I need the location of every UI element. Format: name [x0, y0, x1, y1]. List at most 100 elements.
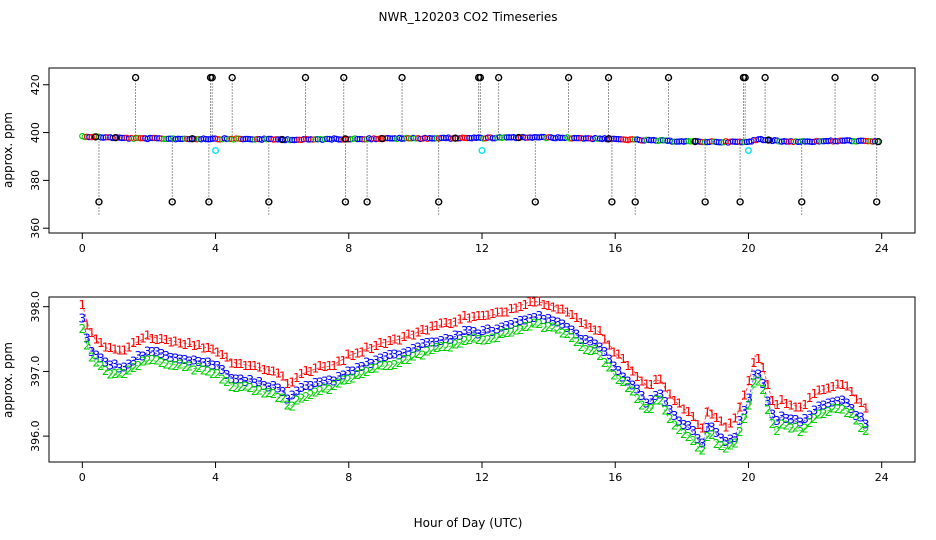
series-marker-1: 1: [582, 317, 590, 331]
series-marker-3: 3: [783, 412, 791, 426]
series-marker-1: 1: [731, 412, 739, 426]
series-marker-2: 2: [503, 326, 511, 340]
series-marker-1: 1: [601, 332, 609, 346]
series-marker-3: 3: [125, 358, 133, 372]
series-marker-2: 2: [587, 344, 595, 358]
series-marker-3: 3: [438, 334, 446, 348]
series-marker-1: 1: [209, 342, 217, 356]
series-marker-3: 3: [298, 381, 306, 395]
top-x-tick-label: 16: [608, 242, 622, 255]
series-marker-1: 1: [97, 336, 105, 350]
series-marker-2: 2: [722, 441, 730, 455]
x-axis-title: Hour of Day (UTC): [414, 516, 523, 530]
series-marker-3: 3: [214, 359, 222, 373]
series-marker-3: 3: [708, 420, 716, 434]
series-marker-1: 1: [643, 377, 651, 391]
series-marker-2: 2: [144, 354, 152, 368]
series-marker-2: 2: [834, 402, 842, 416]
series-marker-1: 1: [414, 325, 422, 339]
series-marker-1: 1: [615, 348, 623, 362]
series-marker-3: 3: [326, 374, 334, 388]
series-marker-2: 2: [172, 359, 180, 373]
series-marker-1: 1: [722, 421, 730, 435]
series-marker-2: 2: [106, 368, 114, 382]
series-marker-1: 1: [480, 309, 488, 323]
series-marker-2: 2: [195, 361, 203, 375]
series-marker-3: 3: [456, 329, 464, 343]
series-marker-1: 1: [470, 310, 478, 324]
series-marker-2: 2: [671, 418, 679, 432]
series-marker-2: 2: [176, 358, 184, 372]
series-marker-3: 3: [442, 332, 450, 346]
series-marker-3: 3: [340, 368, 348, 382]
series-marker-1: 1: [410, 329, 418, 343]
series-marker-2: 2: [293, 394, 301, 408]
series-marker-3: 3: [638, 389, 646, 403]
series-marker-2: 2: [480, 334, 488, 348]
series-marker-3: 3: [83, 331, 91, 345]
series-marker-2: 2: [666, 412, 674, 426]
series-marker-3: 3: [792, 413, 800, 427]
series-marker-2: 2: [456, 337, 464, 351]
bottom-x-tick-label: 8: [345, 471, 352, 484]
series-marker-2: 2: [591, 343, 599, 357]
series-marker-3: 3: [228, 372, 236, 386]
series-marker-3: 3: [363, 356, 371, 370]
bottom-y-tick-label: 398.0: [29, 291, 42, 323]
series-marker-2: 2: [610, 369, 618, 383]
series-marker-3: 3: [251, 376, 259, 390]
series-marker-2: 2: [158, 356, 166, 370]
series-marker-2: 2: [815, 408, 823, 422]
series-marker-2: 2: [633, 392, 641, 406]
series-marker-1: 1: [769, 394, 777, 408]
series-marker-3: 3: [675, 415, 683, 429]
series-marker-1: 1: [214, 345, 222, 359]
series-marker-1: 1: [703, 405, 711, 419]
series-marker-3: 3: [652, 389, 660, 403]
series-marker-3: 3: [102, 355, 110, 369]
series-marker-3: 3: [666, 403, 674, 417]
series-marker-3: 3: [349, 364, 357, 378]
series-marker-2: 2: [573, 335, 581, 349]
series-marker-1: 1: [540, 298, 548, 312]
spike-point: [95, 198, 103, 206]
series-marker-3: 3: [186, 354, 194, 368]
series-marker-3: 3: [204, 356, 212, 370]
series-marker-1: 1: [759, 361, 767, 375]
series-marker-3: 3: [797, 415, 805, 429]
series-marker-3: 3: [480, 324, 488, 338]
series-marker-2: 2: [731, 436, 739, 450]
series-line-2: [81, 324, 869, 455]
series-marker-2: 2: [242, 379, 250, 393]
series-marker-1: 1: [78, 298, 86, 312]
series-marker-2: 2: [340, 374, 348, 388]
series-marker-1: 1: [507, 302, 515, 316]
series-marker-2: 2: [442, 340, 450, 354]
series-marker-3: 3: [703, 421, 711, 435]
series-marker-2: 2: [363, 365, 371, 379]
series-marker-2: 2: [162, 358, 170, 372]
series-marker-3: 3: [78, 312, 86, 326]
spike-point: [691, 137, 699, 146]
series-marker-2: 2: [526, 319, 534, 333]
series-marker-3: 3: [619, 371, 627, 385]
series-marker-2: 2: [647, 402, 655, 416]
series-marker-1: 1: [498, 305, 506, 319]
series-marker-1: 1: [568, 308, 576, 322]
spike-point: [435, 198, 443, 206]
series-marker-1: 1: [675, 396, 683, 410]
series-marker-3: 3: [172, 352, 180, 366]
series-marker-3: 3: [288, 388, 296, 402]
series-marker-1: 1: [438, 317, 446, 331]
series-marker-1: 1: [102, 341, 110, 355]
series-marker-2: 2: [321, 382, 329, 396]
series-marker-2: 2: [661, 404, 669, 418]
series-marker-3: 3: [428, 336, 436, 350]
series-marker-2: 2: [116, 367, 124, 381]
series-marker-3: 3: [158, 347, 166, 361]
series-marker-2: 2: [466, 333, 474, 347]
series-marker-1: 1: [293, 371, 301, 385]
cyan-outlier-point: [478, 146, 486, 154]
series-marker-2: 2: [181, 360, 189, 374]
series-marker-1: 1: [251, 359, 259, 373]
